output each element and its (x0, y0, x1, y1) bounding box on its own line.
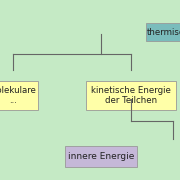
Text: thermisch...: thermisch... (147, 28, 180, 37)
FancyBboxPatch shape (65, 146, 137, 167)
FancyBboxPatch shape (146, 23, 180, 41)
FancyBboxPatch shape (86, 81, 176, 110)
Text: kinetische Energie
der Teilchen: kinetische Energie der Teilchen (91, 86, 171, 105)
Text: innere Energie: innere Energie (68, 152, 134, 161)
Text: molekulare
...: molekulare ... (0, 86, 37, 105)
FancyBboxPatch shape (0, 81, 38, 110)
